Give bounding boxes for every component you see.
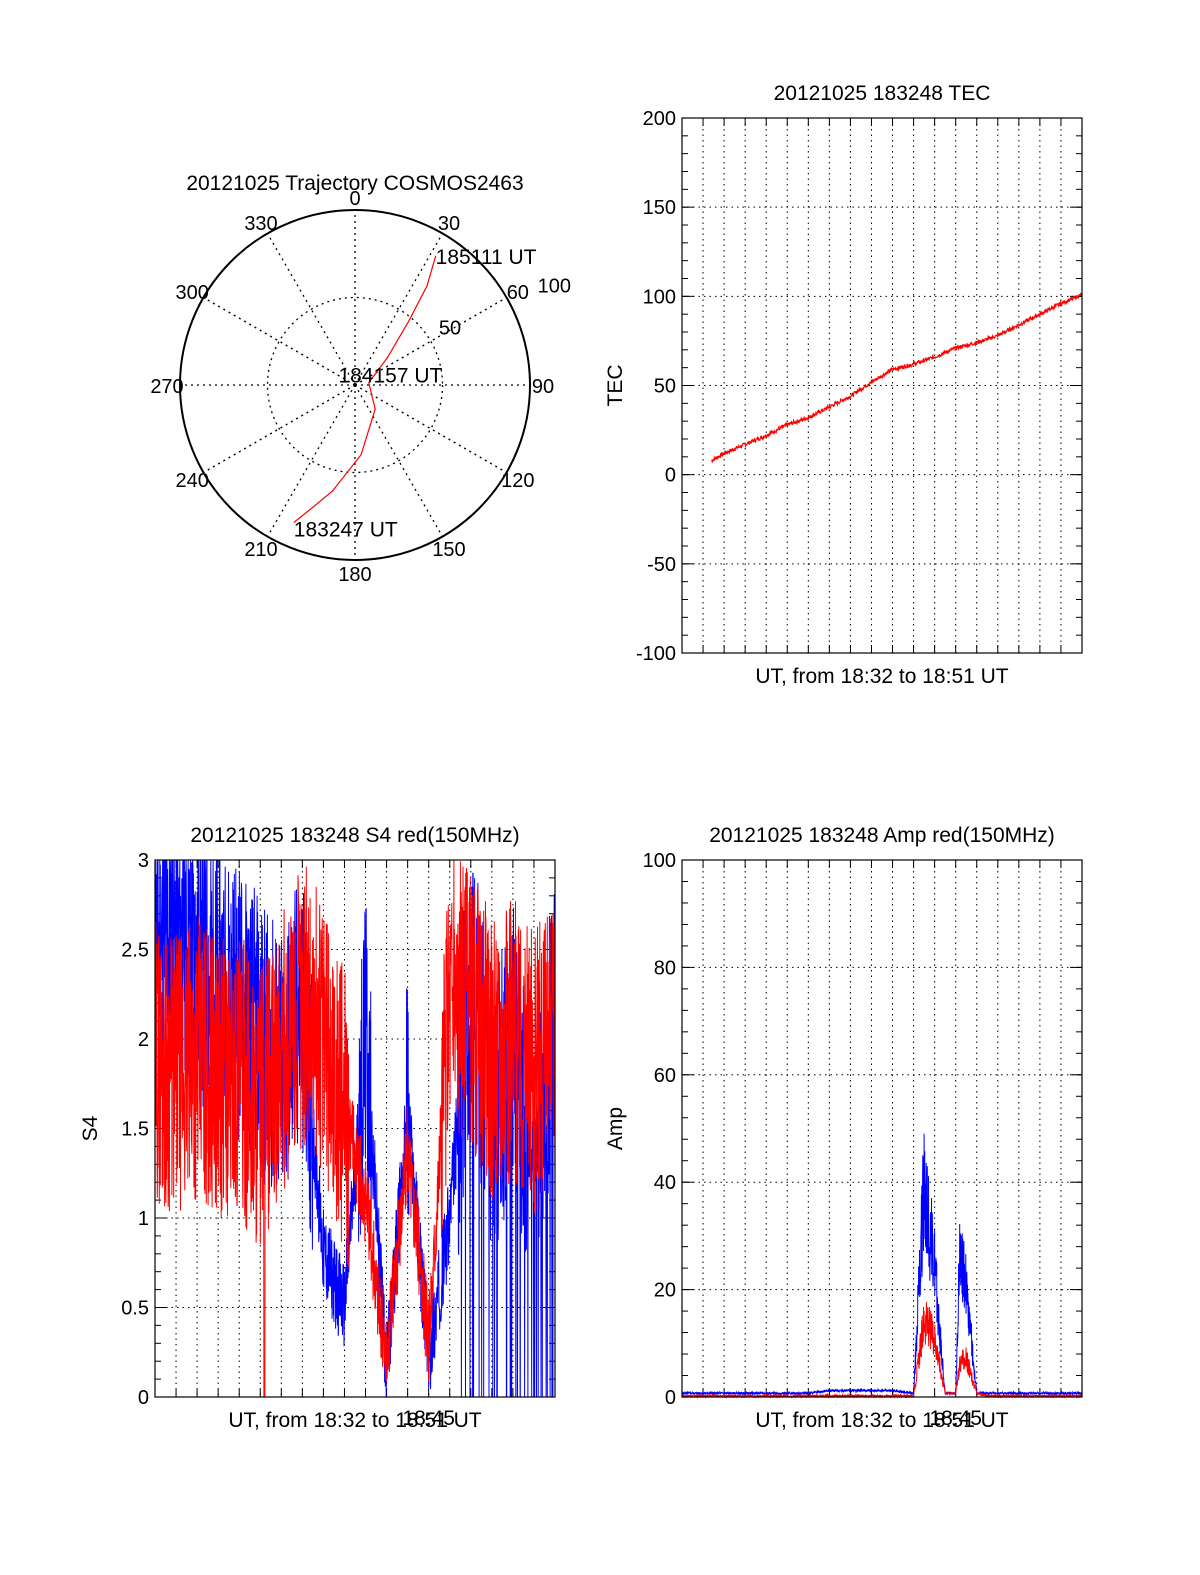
time-annotation: 185111 UT (436, 246, 537, 269)
y-tick-label: 80 (654, 957, 676, 979)
y-tick-label: 50 (654, 376, 676, 398)
s4-chart: 20121025 183248 S4 red(150MHz) 3 2.5 2 1.5 1 0… (79, 824, 556, 1432)
amp-series-red (681, 1301, 1083, 1399)
x-tick-label: 18:45 (929, 1407, 982, 1430)
angle-label: 300 (175, 282, 208, 304)
y-tick-label: 2 (138, 1029, 149, 1051)
x-axis-label: UT, from 18:32 to 18:51 UT (755, 1409, 1008, 1432)
angle-label: 240 (175, 470, 208, 492)
angle-label: 330 (244, 213, 277, 235)
y-axis-label: Amp (604, 1107, 627, 1150)
tec-chart: 20121025 183248 TEC 200 150 100 50 0 -50 -100 UT… (604, 82, 1083, 688)
inner-ring-50 (266, 296, 444, 474)
spoke-120 (354, 384, 507, 474)
angle-label: 120 (501, 470, 534, 492)
time-annotation: 184157 UT (338, 364, 442, 387)
x-axis-label: UT, from 18:32 to 18:51 UT (755, 665, 1008, 688)
y-tick-label: 200 (643, 108, 676, 130)
chart-title: 20121025 183248 Amp red(150MHz) (709, 824, 1055, 847)
spoke-60 (354, 296, 507, 386)
angle-label: 270 (150, 376, 183, 398)
x-axis-label: UT, from 18:32 to 18:51 UT (228, 1409, 481, 1432)
y-tick-label: -50 (647, 554, 676, 576)
plot-border (681, 117, 1083, 654)
y-tick-label: 40 (654, 1172, 676, 1194)
angle-label: 150 (432, 539, 465, 561)
y-tick-label: 60 (654, 1065, 676, 1087)
plot-border (154, 859, 556, 1398)
y-tick-label: 0 (138, 1387, 149, 1409)
spoke-30 (354, 233, 444, 386)
spoke-210 (266, 384, 356, 537)
time-annotation: 183247 UT (294, 518, 398, 541)
angle-label: 0 (349, 188, 360, 210)
plot-border (681, 859, 1083, 1398)
spoke-330 (266, 233, 356, 386)
tec-series-line (711, 292, 1083, 464)
y-tick-label: 0.5 (121, 1298, 149, 1320)
y-tick-label: 1 (138, 1208, 149, 1230)
spoke-240 (203, 384, 356, 474)
angle-label: 180 (338, 564, 371, 586)
y-tick-label: 100 (643, 286, 676, 308)
y-axis-label: TEC (604, 365, 627, 407)
y-tick-label: 3 (138, 850, 149, 872)
ring-label: 100 (538, 275, 571, 297)
amp-chart: 20121025 183248 Amp red(150MHz) 100 80 60 40… (604, 824, 1083, 1432)
spoke-300 (203, 296, 356, 386)
angle-label: 90 (532, 376, 554, 398)
y-tick-label: -100 (636, 643, 676, 665)
chart-title: 20121025 183248 S4 red(150MHz) (190, 824, 519, 847)
y-tick-label: 100 (643, 850, 676, 872)
spoke-150 (354, 384, 444, 537)
amp-series-blue (681, 1133, 1083, 1397)
chart-title: 20121025 Trajectory COSMOS2463 (186, 172, 523, 195)
s4-series-red (154, 859, 556, 1398)
y-tick-label: 20 (654, 1280, 676, 1302)
y-tick-label: 0 (665, 1387, 676, 1409)
angle-label: 60 (507, 282, 529, 304)
x-tick-label: 18:45 (402, 1407, 455, 1430)
y-tick-label: 150 (643, 197, 676, 219)
chart-title: 20121025 183248 TEC (774, 82, 991, 105)
ring-label: 50 (439, 318, 461, 340)
y-axis-label: S4 (79, 1115, 102, 1141)
y-tick-label: 2.5 (121, 940, 149, 962)
trajectory-line (293, 255, 437, 523)
angle-label: 30 (438, 213, 460, 235)
y-tick-label: 0 (665, 465, 676, 487)
angle-label: 210 (244, 539, 277, 561)
y-tick-label: 1.5 (121, 1119, 149, 1141)
